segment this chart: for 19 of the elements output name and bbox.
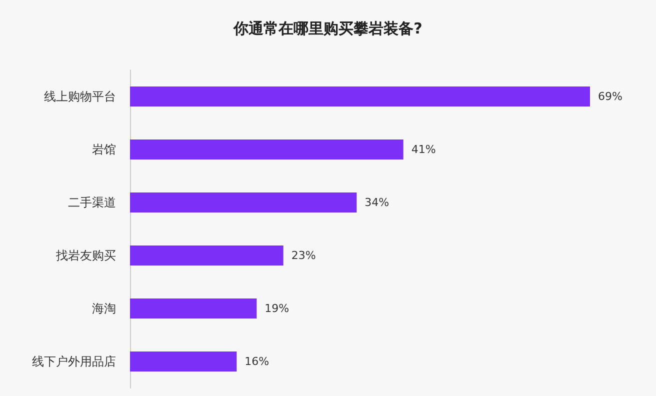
y-tick-label: 二手渠道 bbox=[68, 196, 116, 210]
bar bbox=[130, 192, 357, 212]
data-label: 69% bbox=[598, 90, 622, 103]
data-label: 19% bbox=[264, 302, 290, 315]
y-tick-label: 线下户外用品店 bbox=[32, 354, 116, 368]
y-tick-label: 找岩友购买 bbox=[55, 248, 116, 262]
y-tick-label: 线上购物平台 bbox=[44, 90, 116, 104]
data-label: 41% bbox=[411, 143, 436, 156]
data-label: 34% bbox=[364, 196, 390, 209]
bar bbox=[130, 140, 404, 160]
bar bbox=[130, 352, 237, 372]
bar bbox=[130, 86, 590, 106]
data-label: 16% bbox=[244, 355, 270, 368]
bar bbox=[130, 298, 257, 318]
data-label: 23% bbox=[291, 249, 316, 262]
y-tick-label: 海淘 bbox=[92, 302, 116, 316]
bar bbox=[130, 246, 284, 266]
chart-title: 你通常在哪里购买攀岩装备? bbox=[232, 20, 422, 38]
y-tick-label: 岩馆 bbox=[92, 142, 116, 156]
